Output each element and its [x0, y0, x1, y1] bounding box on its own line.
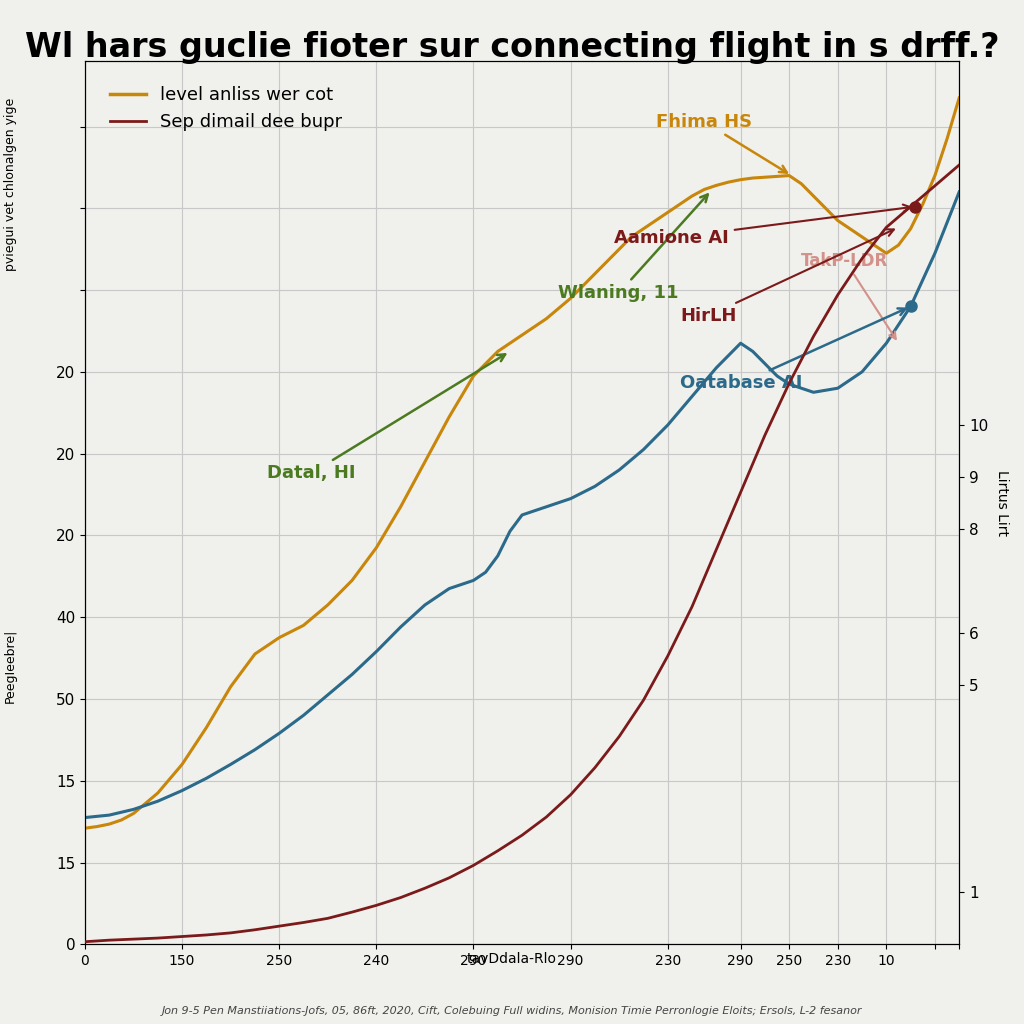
- Text: pviegui vet chlonalgen yige: pviegui vet chlonalgen yige: [4, 97, 16, 271]
- Y-axis label: Lirtus Lirt: Lirtus Lirt: [995, 470, 1009, 536]
- Text: PeegIeebre|: PeegIeebre|: [4, 629, 16, 702]
- Text: tavDdala-Rlo: tavDdala-Rlo: [467, 951, 557, 966]
- Text: TakP-LDR: TakP-LDR: [802, 252, 896, 339]
- Text: Datal, HI: Datal, HI: [267, 354, 505, 482]
- Text: HirLH: HirLH: [680, 229, 894, 325]
- Text: Wlaning, 11: Wlaning, 11: [558, 195, 708, 302]
- Text: Jon 9-5 Pen Manstiiations-Jofs, 05, 86ft, 2020, Cift, Colebuing Full widins, Mon: Jon 9-5 Pen Manstiiations-Jofs, 05, 86ft…: [162, 1006, 862, 1016]
- Text: Wl hars guclie fioter sur connecting flight in s drff.?: Wl hars guclie fioter sur connecting fli…: [25, 31, 999, 63]
- Text: Oatabase AI: Oatabase AI: [680, 308, 905, 392]
- Text: Fhima HS: Fhima HS: [655, 113, 786, 173]
- Text: Aamione AI: Aamione AI: [614, 205, 910, 247]
- Legend: level anliss wer cot, Sep dimail dee bupr: level anliss wer cot, Sep dimail dee bup…: [102, 79, 350, 138]
